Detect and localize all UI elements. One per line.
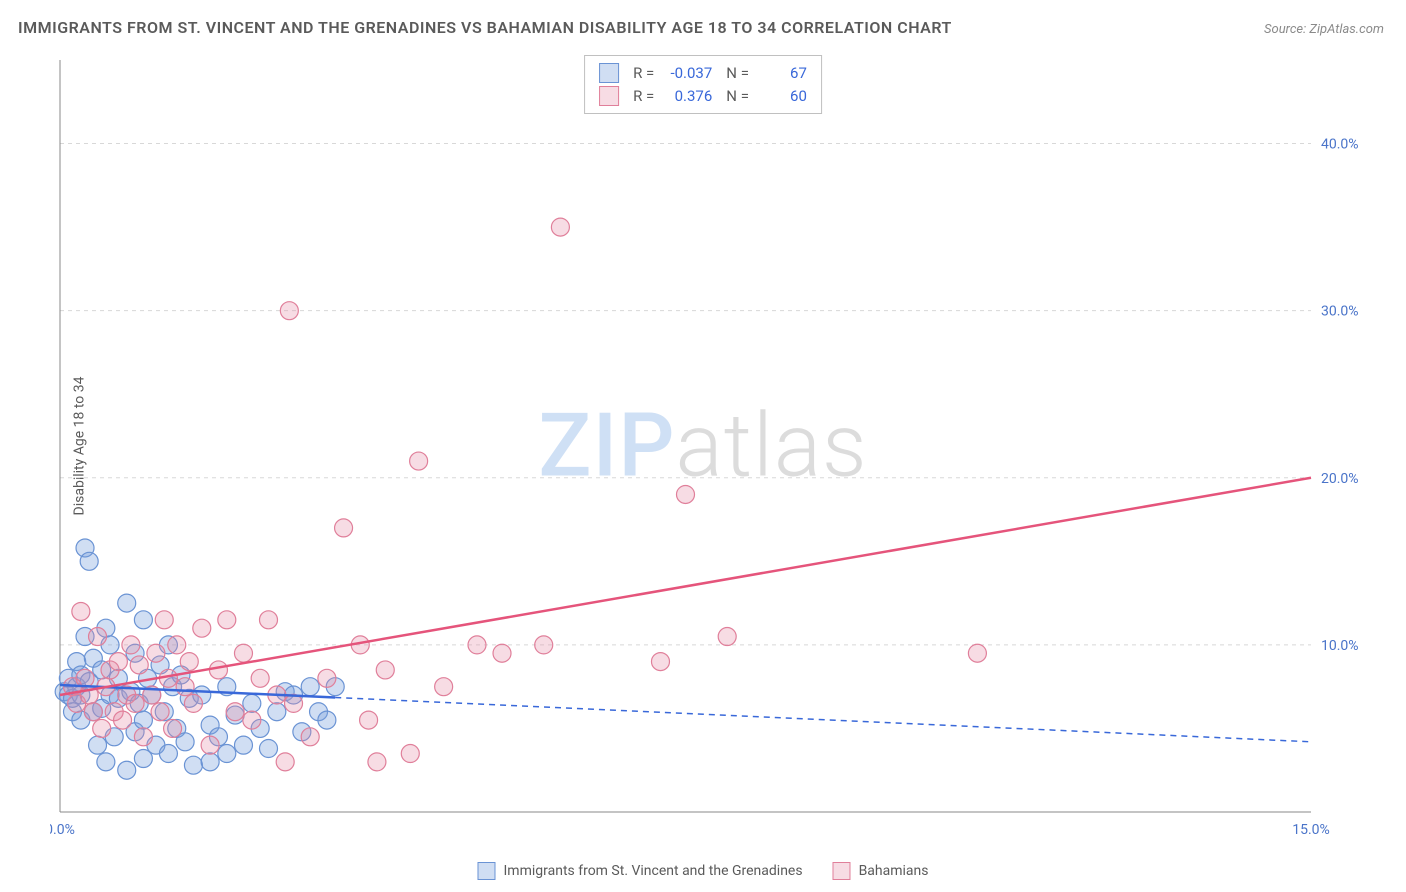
swatch-series2-icon [599,86,619,106]
stats-row-series2: R = 0.376 N = 60 [599,85,807,108]
legend-label-series1: Immigrants from St. Vincent and the Gren… [503,863,802,879]
svg-text:40.0%: 40.0% [1321,137,1359,153]
source-label: Source: ZipAtlas.com [1264,22,1384,37]
n-value-series1: 67 [759,62,807,85]
legend-item-series2: Bahamians [833,862,929,880]
chart-area: 10.0% 20.0% 30.0% 40.0% 0.0% 15.0% [50,50,1381,842]
r-value-series2: 0.376 [664,85,712,108]
scatter-plot-svg: 10.0% 20.0% 30.0% 40.0% 0.0% 15.0% [50,50,1381,842]
svg-text:0.0%: 0.0% [50,822,75,838]
r-label: R = [633,62,654,85]
n-label: N = [726,62,749,85]
legend-item-series1: Immigrants from St. Vincent and the Gren… [477,862,802,880]
chart-title: IMMIGRANTS FROM ST. VINCENT AND THE GREN… [18,18,952,37]
swatch-series1-icon [599,63,619,83]
swatch-series2-icon [833,862,851,880]
svg-text:30.0%: 30.0% [1321,304,1359,320]
stats-row-series1: R = -0.037 N = 67 [599,62,807,85]
r-value-series1: -0.037 [664,62,712,85]
legend-label-series2: Bahamians [859,863,929,879]
n-label: N = [726,85,749,108]
r-label: R = [633,85,654,108]
bottom-legend: Immigrants from St. Vincent and the Gren… [477,862,928,880]
n-value-series2: 60 [759,85,807,108]
stats-legend-box: R = -0.037 N = 67 R = 0.376 N = 60 [584,55,822,114]
svg-text:10.0%: 10.0% [1321,638,1359,654]
svg-text:15.0%: 15.0% [1292,822,1330,838]
swatch-series1-icon [477,862,495,880]
svg-text:20.0%: 20.0% [1321,471,1359,487]
